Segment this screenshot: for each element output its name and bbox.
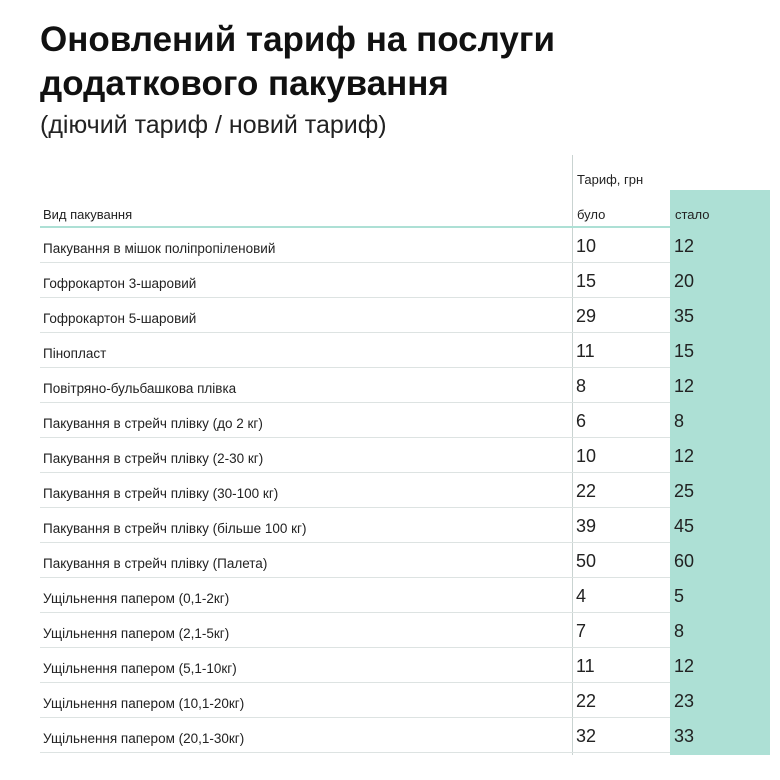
- row-separator: [40, 507, 670, 508]
- header-packaging-type: Вид пакування: [43, 207, 133, 222]
- row-separator: [40, 332, 670, 333]
- new-tariff-column-highlight: [670, 190, 770, 755]
- row-separator: [40, 472, 670, 473]
- new-tariff-cell: 12: [674, 236, 695, 256]
- row-separator: [40, 682, 670, 683]
- table-row: Ущільнення папером (20,1-30кг) 32 33: [40, 718, 770, 753]
- old-tariff-cell: 22: [576, 481, 597, 501]
- table-row: Гофрокартон 5-шаровий 29 35: [40, 298, 770, 333]
- old-tariff-cell: 4: [576, 586, 587, 606]
- table-row: Гофрокартон 3-шаровий 15 20: [40, 263, 770, 298]
- packaging-type-cell: Ущільнення папером (10,1-20кг): [43, 696, 245, 711]
- packaging-type-cell: Пінопласт: [43, 346, 107, 361]
- row-separator: [40, 402, 670, 403]
- header-old-tariff: було: [577, 207, 606, 222]
- packaging-type-cell: Гофрокартон 5-шаровий: [43, 311, 197, 326]
- old-tariff-cell: 8: [576, 376, 587, 396]
- packaging-type-cell: Пакування в мішок поліпропіленовий: [43, 241, 276, 256]
- packaging-type-cell: Гофрокартон 3-шаровий: [43, 276, 197, 291]
- old-tariff-cell: 11: [576, 341, 595, 361]
- table-row: Ущільнення папером (5,1-10кг) 11 12: [40, 648, 770, 683]
- table-row: Пакування в мішок поліпропіленовий 10 12: [40, 228, 770, 263]
- new-tariff-cell: 5: [674, 586, 685, 606]
- new-tariff-cell: 12: [674, 656, 695, 676]
- table-row: Пакування в стрейч плівку (30-100 кг) 22 2…: [40, 473, 770, 508]
- new-tariff-cell: 20: [674, 271, 695, 291]
- row-separator: [40, 437, 670, 438]
- old-tariff-cell: 11: [576, 656, 595, 676]
- new-tariff-cell: 8: [674, 621, 685, 641]
- table-row: Пакування в стрейч плівку (до 2 кг) 6 8: [40, 403, 770, 438]
- row-separator: [40, 542, 670, 543]
- header-new-tariff: стало: [675, 207, 710, 222]
- table-row: Пакування в стрейч плівку (більше 100 кг…: [40, 508, 770, 543]
- old-tariff-cell: 6: [576, 411, 587, 431]
- new-tariff-cell: 12: [674, 446, 695, 466]
- old-tariff-cell: 22: [576, 691, 597, 711]
- header-underline: [40, 226, 670, 228]
- packaging-type-cell: Ущільнення папером (5,1-10кг): [43, 661, 237, 676]
- row-separator: [40, 577, 670, 578]
- row-separator: [40, 612, 670, 613]
- new-tariff-cell: 33: [674, 726, 695, 746]
- packaging-type-cell: Ущільнення папером (0,1-2кг): [43, 591, 230, 606]
- old-tariff-cell: 10: [576, 446, 597, 466]
- new-tariff-cell: 35: [674, 306, 695, 326]
- packaging-type-cell: Пакування в стрейч плівку (2-30 кг): [43, 451, 264, 466]
- new-tariff-cell: 45: [674, 516, 695, 536]
- table-row: Пакування в стрейч плівку (Палета) 50 60: [40, 543, 770, 578]
- old-tariff-cell: 15: [576, 271, 597, 291]
- new-tariff-cell: 12: [674, 376, 695, 396]
- new-tariff-cell: 60: [674, 551, 695, 571]
- new-tariff-cell: 25: [674, 481, 695, 501]
- old-tariff-cell: 29: [576, 306, 597, 326]
- row-separator: [40, 752, 670, 753]
- packaging-type-cell: Повітряно-бульбашкова плівка: [43, 381, 237, 396]
- new-tariff-cell: 15: [674, 341, 695, 361]
- row-separator: [40, 262, 670, 263]
- packaging-type-cell: Пакування в стрейч плівку (30-100 кг): [43, 486, 279, 501]
- new-tariff-cell: 8: [674, 411, 685, 431]
- page-title: Оновлений тариф на послуги додаткового п…: [40, 20, 555, 103]
- row-separator: [40, 717, 670, 718]
- old-tariff-cell: 39: [576, 516, 597, 536]
- page-subtitle: (діючий тариф / новий тариф): [40, 111, 387, 139]
- packaging-type-cell: Пакування в стрейч плівку (Палета): [43, 556, 268, 571]
- column-divider: [572, 155, 573, 755]
- old-tariff-cell: 50: [576, 551, 597, 571]
- new-tariff-cell: 23: [674, 691, 695, 711]
- old-tariff-cell: 10: [576, 236, 597, 256]
- header-tariff-group: Тариф, грн: [577, 172, 644, 187]
- table-row: Ущільнення папером (0,1-2кг) 4 5: [40, 578, 770, 613]
- packaging-type-cell: Ущільнення папером (2,1-5кг): [43, 626, 230, 641]
- packaging-type-cell: Ущільнення папером (20,1-30кг): [43, 731, 245, 746]
- packaging-type-cell: Пакування в стрейч плівку (більше 100 кг…: [43, 521, 307, 536]
- row-separator: [40, 297, 670, 298]
- table-row: Ущільнення папером (10,1-20кг) 22 23: [40, 683, 770, 718]
- table-row: Ущільнення папером (2,1-5кг) 7 8: [40, 613, 770, 648]
- old-tariff-cell: 7: [576, 621, 587, 641]
- table-row: Пінопласт 11 15: [40, 333, 770, 368]
- table-row: Повітряно-бульбашкова плівка 8 12: [40, 368, 770, 403]
- packaging-type-cell: Пакування в стрейч плівку (до 2 кг): [43, 416, 263, 431]
- table-row: Пакування в стрейч плівку (2-30 кг) 10 12: [40, 438, 770, 473]
- row-separator: [40, 367, 670, 368]
- old-tariff-cell: 32: [576, 726, 597, 746]
- row-separator: [40, 647, 670, 648]
- tariff-table-body: Пакування в мішок поліпропіленовий 10 12 Го…: [40, 228, 770, 753]
